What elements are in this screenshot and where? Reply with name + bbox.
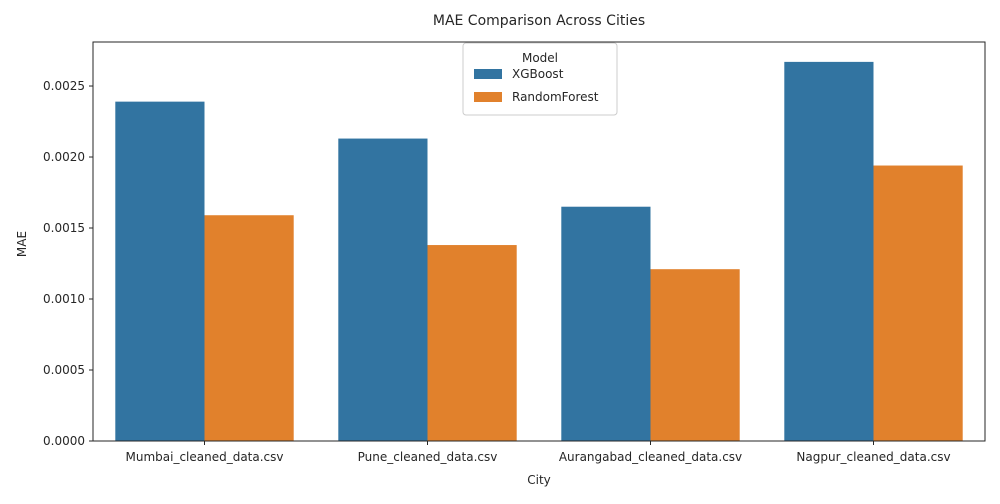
bar-randomforest-3 — [873, 165, 963, 441]
y-tick-label: 0.0015 — [43, 221, 85, 235]
bar-xgboost-0 — [115, 101, 205, 441]
legend-label-xgboost: XGBoost — [512, 67, 564, 81]
bar-xgboost-1 — [338, 138, 428, 441]
y-tick-label: 0.0025 — [43, 79, 85, 93]
x-tick-label: Pune_cleaned_data.csv — [358, 450, 498, 464]
x-tick-label: Nagpur_cleaned_data.csv — [796, 450, 950, 464]
legend-items: XGBoost RandomForest — [474, 67, 599, 104]
bar-randomforest-0 — [204, 215, 294, 441]
chart-title: MAE Comparison Across Cities — [433, 13, 645, 29]
y-tick-label: 0.0005 — [43, 363, 85, 377]
bar-randomforest-2 — [650, 269, 740, 441]
legend-swatch-xgboost — [474, 69, 502, 79]
plot-frame — [92, 41, 986, 442]
x-tick-label: Mumbai_cleaned_data.csv — [125, 450, 283, 464]
bar-randomforest-1 — [427, 245, 517, 441]
legend-swatch-randomforest — [474, 92, 502, 102]
legend: Model XGBoost RandomForest — [462, 42, 618, 116]
axes-layer: Mumbai_cleaned_data.csv Pune_cleaned_data… — [43, 41, 986, 464]
bars-layer — [115, 61, 963, 441]
y-tick-label: 0.0010 — [43, 292, 85, 306]
x-axis-label: City — [527, 473, 551, 487]
y-tick-label: 0.0020 — [43, 150, 85, 164]
bar-xgboost-3 — [784, 61, 874, 441]
y-axis-label: MAE — [15, 231, 29, 257]
bar-xgboost-2 — [561, 206, 651, 441]
y-tick-label: 0.0000 — [43, 434, 85, 448]
x-tick-label: Aurangabad_cleaned_data.csv — [559, 450, 742, 464]
legend-title: Model — [522, 51, 558, 65]
legend-label-randomforest: RandomForest — [512, 90, 599, 104]
